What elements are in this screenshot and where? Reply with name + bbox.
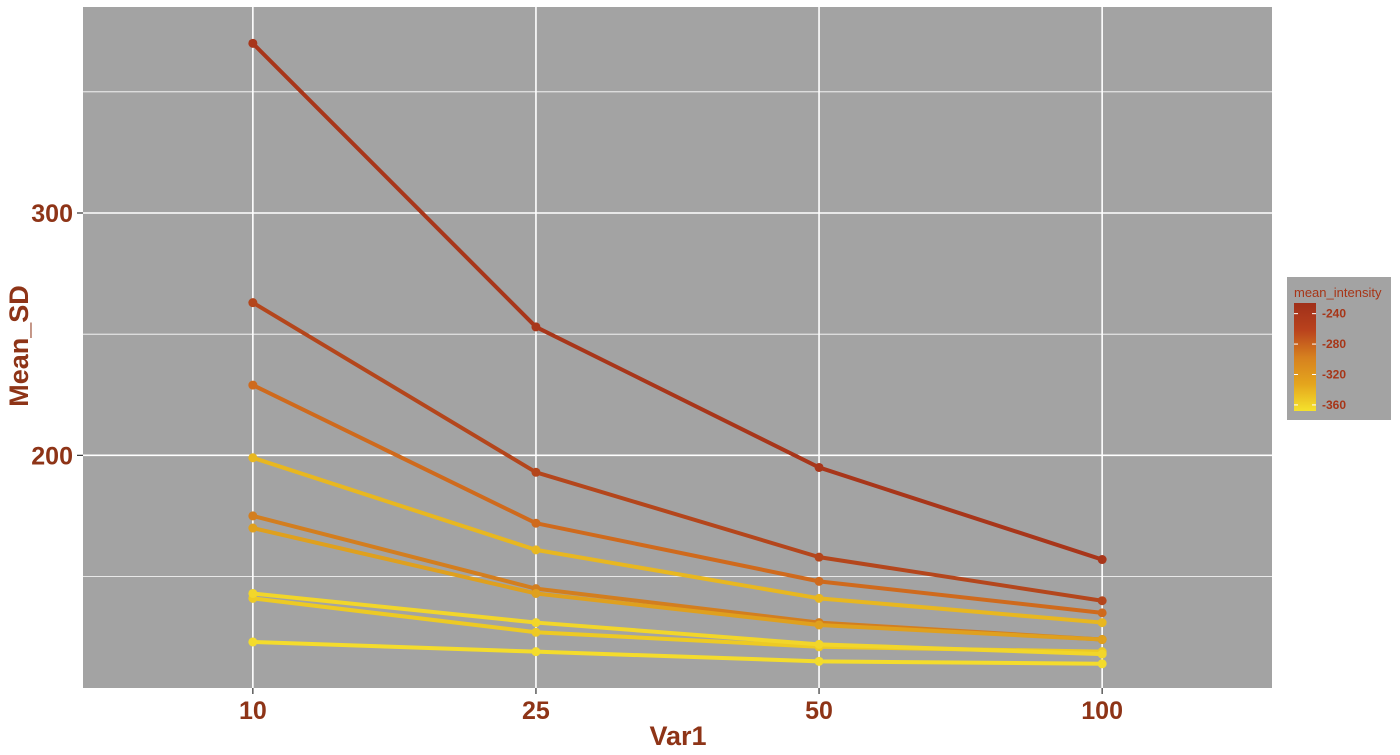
series-1 [248, 298, 1107, 606]
data-point [531, 588, 541, 598]
data-point [248, 453, 258, 463]
data-point [248, 511, 258, 521]
series-8 [248, 637, 1107, 669]
data-point [1097, 555, 1107, 565]
x-axis-title: Var1 [649, 721, 706, 751]
legend-tick-label: -360 [1322, 398, 1346, 412]
series-line [250, 639, 1105, 666]
data-point [248, 380, 258, 390]
major-gridlines [83, 7, 1272, 688]
data-point [1097, 608, 1107, 618]
legend-tick-label: -280 [1322, 337, 1346, 351]
data-point [1097, 659, 1107, 669]
series-0 [248, 38, 1107, 565]
legend-colorbar [1294, 303, 1316, 411]
data-point [531, 647, 541, 657]
series-line [250, 455, 1105, 625]
y-axis-ticks: 200 300 [31, 200, 83, 470]
series-5 [248, 453, 1107, 628]
data-point [531, 627, 541, 637]
data-point [248, 38, 258, 48]
data-point [531, 545, 541, 555]
data-point [1097, 649, 1107, 659]
data-point [248, 637, 258, 647]
data-point [1097, 618, 1107, 628]
data-point [814, 639, 824, 649]
data-point [814, 620, 824, 630]
y-tick-label: 300 [31, 200, 73, 228]
series-layer [248, 38, 1107, 669]
data-point [814, 576, 824, 586]
data-point [531, 618, 541, 628]
data-point [248, 588, 258, 598]
data-point [248, 523, 258, 533]
series-line [250, 383, 1105, 615]
series-2 [248, 380, 1107, 618]
x-tick-label: 50 [805, 697, 833, 725]
data-point [814, 552, 824, 562]
data-point [1097, 596, 1107, 606]
legend-ticks: -240 -280 -320 -360 [1294, 307, 1346, 412]
data-point [248, 298, 258, 308]
series-line [250, 591, 1105, 657]
x-tick-label: 25 [522, 697, 550, 725]
legend-title: mean_intensity [1294, 285, 1382, 300]
data-point [814, 656, 824, 666]
x-tick-label: 100 [1081, 697, 1123, 725]
y-tick-label: 200 [31, 442, 73, 470]
data-point [1097, 635, 1107, 645]
series-4 [248, 523, 1107, 645]
data-point [814, 462, 824, 472]
color-legend: mean_intensity -240 -280 -320 -360 [1287, 277, 1391, 420]
x-axis-ticks: 10 25 50 100 [239, 688, 1123, 725]
series-line [250, 41, 1105, 562]
minor-gridlines [83, 91, 1272, 577]
x-tick-label: 10 [239, 697, 267, 725]
series-line [250, 526, 1105, 642]
legend-tick-label: -320 [1322, 367, 1346, 381]
data-point [814, 593, 824, 603]
plot-panel [83, 7, 1272, 688]
data-point [531, 518, 541, 528]
legend-tick-label: -240 [1322, 307, 1346, 321]
data-point [531, 467, 541, 477]
series-line [250, 300, 1105, 603]
y-axis-title: Mean_SD [4, 285, 34, 407]
data-point [531, 322, 541, 332]
series-7 [248, 588, 1107, 659]
